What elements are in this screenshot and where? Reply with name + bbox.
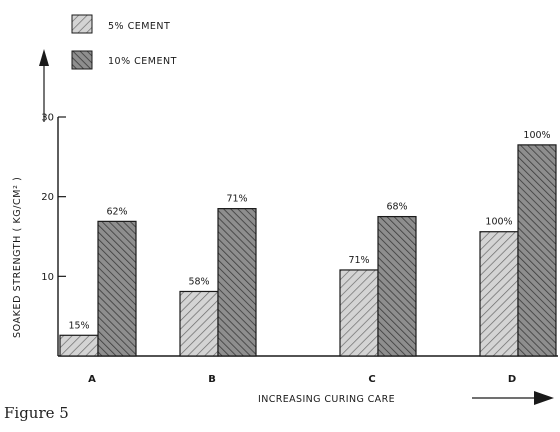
y-tick-label: 10 [41, 272, 54, 283]
bar-value-label: 62% [106, 206, 127, 217]
category-label: A [88, 374, 96, 385]
legend-swatch-10pct [71, 50, 93, 70]
legend-label-10pct: 10% CEMENT [108, 56, 177, 67]
y-axis-arrowhead [39, 49, 49, 66]
bar-value-label: 71% [348, 255, 369, 266]
bar-value-label: 100% [485, 217, 512, 228]
bar-a-5pct [59, 334, 99, 357]
y-axis-label: SOAKED STRENGTH ( KG/CM² ) [12, 177, 23, 338]
bar-a-10pct [97, 220, 137, 357]
bar-b-10pct [217, 208, 257, 357]
y-tick-label: 30 [41, 113, 54, 124]
bar-value-label: 58% [188, 276, 209, 287]
legend-swatch-5pct [71, 14, 93, 34]
legend: 5% CEMENT 10% CEMENT [71, 14, 177, 70]
figure-caption: Figure 5 [4, 404, 69, 422]
category-labels: A B C D [88, 374, 516, 385]
bar-c-5pct [339, 269, 379, 357]
bar-b-5pct [179, 290, 219, 357]
legend-label-5pct: 5% CEMENT [108, 21, 170, 32]
y-tick-label: 20 [41, 192, 54, 203]
bars [59, 144, 557, 357]
category-label: C [368, 374, 375, 385]
bar-d-10pct [517, 144, 557, 357]
bar-c-10pct [377, 215, 417, 357]
y-ticks: 10 20 30 [41, 113, 66, 283]
bar-value-label: 15% [68, 320, 89, 331]
category-label: B [208, 374, 216, 385]
bar-value-labels: 15% 62% 58% 71% 71% 68% 100% 100% [68, 130, 550, 331]
bar-value-label: 100% [523, 130, 550, 141]
bar-value-label: 71% [226, 194, 247, 205]
bar-value-label: 68% [386, 202, 407, 213]
x-axis-label: INCREASING CURING CARE [258, 394, 395, 405]
x-axis-arrowhead [534, 391, 554, 405]
category-label: D [508, 374, 516, 385]
bar-d-5pct [479, 231, 519, 357]
